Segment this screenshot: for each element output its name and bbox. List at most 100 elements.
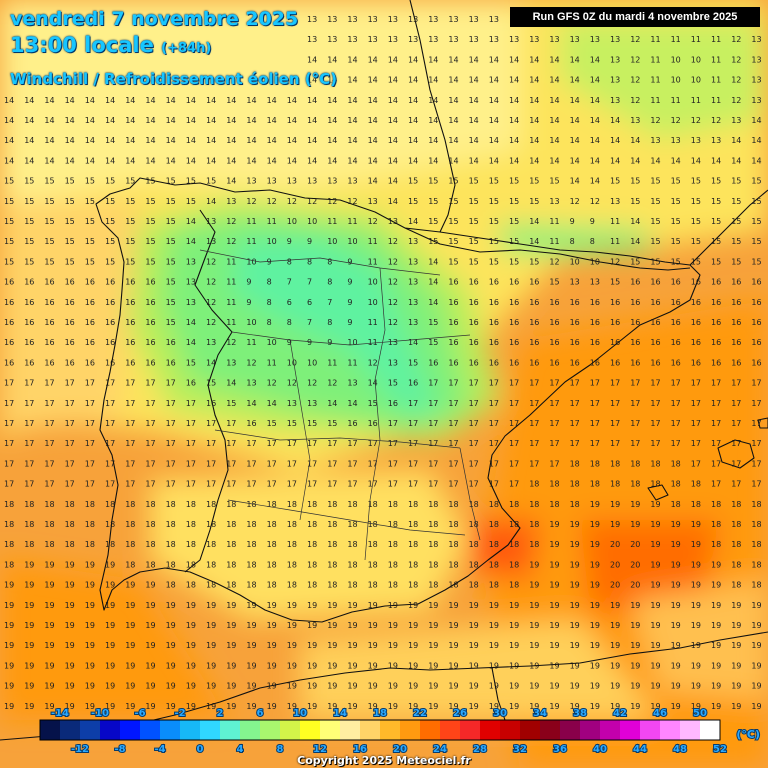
grid-value: 19 xyxy=(469,702,479,711)
grid-value: 17 xyxy=(44,439,54,448)
grid-value: 12 xyxy=(206,318,216,327)
grid-value: 14 xyxy=(469,76,479,85)
grid-value: 14 xyxy=(671,156,681,165)
grid-value: 17 xyxy=(166,419,176,428)
grid-value: 17 xyxy=(751,379,761,388)
grid-value: 11 xyxy=(226,257,236,266)
grid-value: 15 xyxy=(751,257,761,266)
grid-value: 10 xyxy=(570,257,580,266)
grid-value: 18 xyxy=(287,560,297,569)
grid-value: 18 xyxy=(327,560,337,569)
grid-value: 7 xyxy=(287,278,292,287)
grid-value: 13 xyxy=(327,15,337,24)
grid-value: 19 xyxy=(246,661,256,670)
grid-value: 17 xyxy=(570,419,580,428)
grid-value: 17 xyxy=(65,459,75,468)
grid-value: 15 xyxy=(448,257,458,266)
grid-value: 18 xyxy=(347,560,357,569)
grid-value: 19 xyxy=(85,560,95,569)
grid-value: 16 xyxy=(731,298,741,307)
grid-value: 18 xyxy=(408,581,418,590)
grid-value: 17 xyxy=(125,419,135,428)
grid-value: 19 xyxy=(287,641,297,650)
grid-value: 16 xyxy=(44,358,54,367)
grid-value: 19 xyxy=(186,702,196,711)
grid-value: 18 xyxy=(307,500,317,509)
grid-value: 13 xyxy=(428,15,438,24)
legend-bottom-label: -12 xyxy=(71,744,89,755)
grid-value: 19 xyxy=(246,601,256,610)
grid-value: 15 xyxy=(650,217,660,226)
grid-value: 16 xyxy=(529,318,539,327)
field-yellow-north-africa xyxy=(300,620,660,720)
grid-value: 20 xyxy=(630,581,640,590)
country-borders xyxy=(0,0,768,741)
grid-value: 16 xyxy=(731,278,741,287)
grid-value: 18 xyxy=(711,540,721,549)
grid-value: 19 xyxy=(24,702,34,711)
grid-value: 19 xyxy=(489,702,499,711)
grid-value: 13 xyxy=(610,197,620,206)
grid-value: 13 xyxy=(570,35,580,44)
grid-value: 19 xyxy=(166,621,176,630)
grid-value: 13 xyxy=(469,15,479,24)
grid-value: 15 xyxy=(509,217,519,226)
grid-value: 16 xyxy=(509,278,519,287)
grid-value: 17 xyxy=(125,379,135,388)
grid-value: 19 xyxy=(751,601,761,610)
grid-value: 19 xyxy=(509,601,519,610)
grid-value: 19 xyxy=(4,601,14,610)
grid-value: 19 xyxy=(630,682,640,691)
grid-value: 18 xyxy=(509,560,519,569)
grid-value: 15 xyxy=(166,257,176,266)
legend-swatch xyxy=(520,720,541,740)
grid-value: 14 xyxy=(610,116,620,125)
grid-value: 14 xyxy=(186,318,196,327)
grid-value: 15 xyxy=(24,197,34,206)
grid-value: 14 xyxy=(105,156,115,165)
grid-value: 15 xyxy=(549,278,559,287)
grid-value: 12 xyxy=(731,55,741,64)
grid-value: 18 xyxy=(85,540,95,549)
grid-value: 19 xyxy=(408,601,418,610)
grid-value: 19 xyxy=(347,601,357,610)
grid-value: 14 xyxy=(307,96,317,105)
grid-value: 16 xyxy=(509,358,519,367)
grid-value: 17 xyxy=(428,419,438,428)
grid-value: 19 xyxy=(671,621,681,630)
grid-value: 15 xyxy=(691,177,701,186)
grid-value: 18 xyxy=(469,520,479,529)
grid-value: 16 xyxy=(246,419,256,428)
region-border xyxy=(459,447,481,541)
grid-value: 15 xyxy=(650,257,660,266)
grid-value: 18 xyxy=(549,480,559,489)
grid-value: 11 xyxy=(711,76,721,85)
grid-value: 18 xyxy=(388,560,398,569)
grid-value: 19 xyxy=(650,621,660,630)
grid-value: 19 xyxy=(44,661,54,670)
grid-value: 19 xyxy=(125,682,135,691)
grid-value: 17 xyxy=(509,419,519,428)
grid-value: 16 xyxy=(549,318,559,327)
grid-value: 19 xyxy=(105,682,115,691)
grid-value: 15 xyxy=(428,318,438,327)
grid-value: 17 xyxy=(428,439,438,448)
color-legend: -14 -10 -6 -2 2 6 10 14 18 22 26 30 34 38 42 46 50 -12 -8… xyxy=(39,707,761,756)
grid-value: 12 xyxy=(267,197,277,206)
grid-value: 19 xyxy=(428,601,438,610)
grid-value: 16 xyxy=(751,298,761,307)
legend-swatch xyxy=(320,720,341,740)
grid-value: 15 xyxy=(671,237,681,246)
coastline-north-africa xyxy=(0,631,768,741)
grid-value: 14 xyxy=(650,156,660,165)
grid-value: 18 xyxy=(85,520,95,529)
grid-value: 19 xyxy=(731,702,741,711)
grid-value: 14 xyxy=(307,156,317,165)
grid-value: 16 xyxy=(650,358,660,367)
grid-value: 11 xyxy=(650,55,660,64)
grid-value: 14 xyxy=(428,136,438,145)
grid-value: 15 xyxy=(630,177,640,186)
grid-value: 17 xyxy=(630,379,640,388)
grid-value: 17 xyxy=(529,379,539,388)
grid-value: 13 xyxy=(509,35,519,44)
